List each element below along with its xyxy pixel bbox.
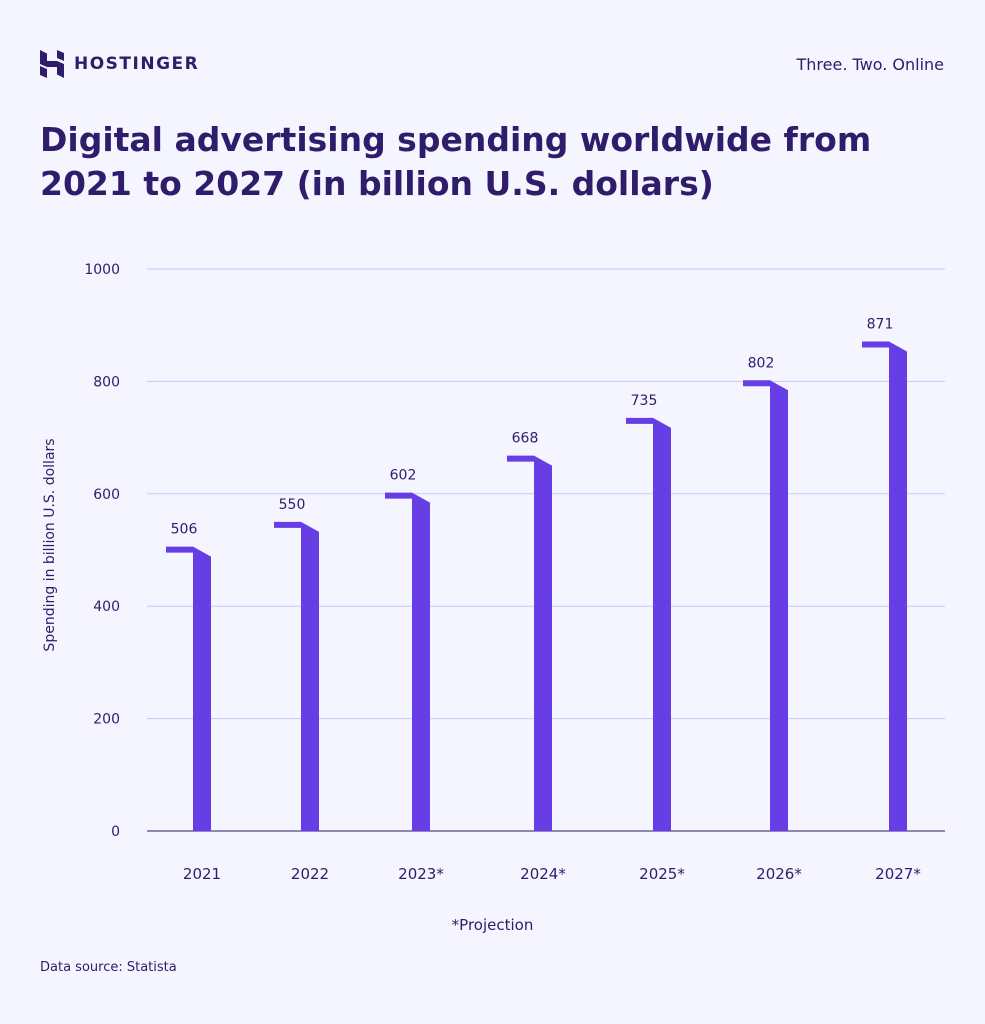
x-tick-label: 2023* xyxy=(398,865,444,883)
data-label: 550 xyxy=(279,497,306,513)
data-label: 602 xyxy=(390,468,417,484)
bar xyxy=(274,521,319,831)
tagline: Three. Two. Online xyxy=(796,55,945,74)
data-label: 802 xyxy=(748,355,775,371)
hostinger-logo-icon xyxy=(40,50,64,78)
data-label: 506 xyxy=(171,522,198,538)
data-label: 871 xyxy=(867,316,894,332)
y-tick-label: 800 xyxy=(93,374,120,390)
x-tick-label: 2024* xyxy=(520,865,566,883)
y-tick-label: 0 xyxy=(111,824,120,840)
bar xyxy=(507,455,552,831)
x-tick-label: 2026* xyxy=(756,865,802,883)
y-tick-label: 1000 xyxy=(84,262,120,278)
brand-name: HOSTINGER xyxy=(74,54,200,74)
bar xyxy=(862,341,907,831)
x-tick-label: 2021 xyxy=(183,865,221,883)
projection-note: *Projection xyxy=(451,916,534,934)
bar xyxy=(166,546,211,831)
bar xyxy=(626,417,671,831)
hostinger-logo: HOSTINGER xyxy=(40,50,199,78)
x-tick-label: 2027* xyxy=(875,865,921,883)
x-tick-label: 2025* xyxy=(639,865,685,883)
bar xyxy=(743,380,788,831)
data-label: 668 xyxy=(512,431,539,447)
y-tick-label: 400 xyxy=(93,599,120,615)
data-label: 735 xyxy=(631,393,658,409)
data-source: Data source: Statista xyxy=(40,960,177,975)
chart-title: Digital advertising spending worldwide f… xyxy=(40,120,872,203)
bar xyxy=(385,492,430,831)
y-tick-label: 600 xyxy=(93,487,120,503)
x-tick-label: 2022 xyxy=(291,865,329,883)
y-tick-label: 200 xyxy=(93,712,120,728)
